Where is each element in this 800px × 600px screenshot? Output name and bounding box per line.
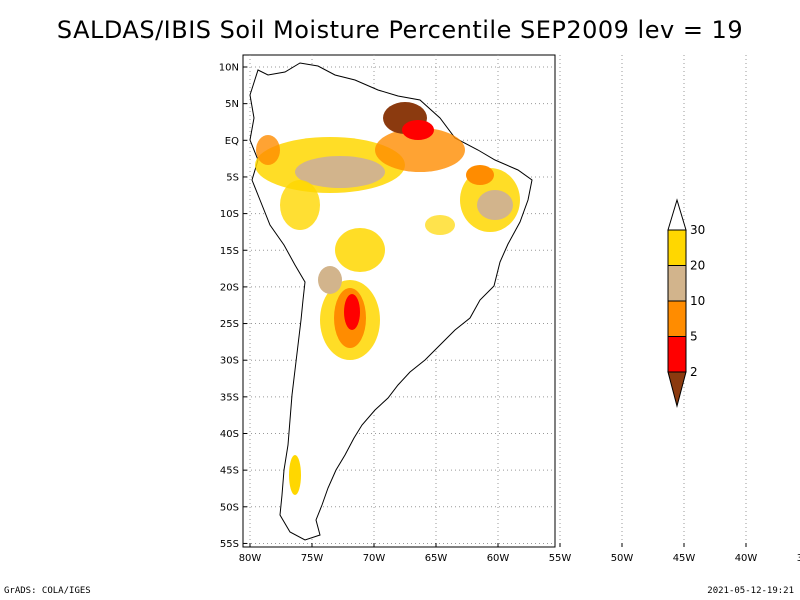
latitude-label: 40S bbox=[220, 429, 239, 440]
longitude-label: 65W bbox=[425, 553, 448, 564]
colorbar-top-arrow bbox=[667, 198, 687, 231]
longitude-ticks: 80W 75W 70W 65W 60W 55W 50W 45W 40W 35W bbox=[239, 543, 800, 564]
colorbar-label: 20 bbox=[690, 259, 705, 273]
latitude-label: 30S bbox=[220, 356, 239, 367]
shade-patch bbox=[256, 135, 280, 165]
grads-credit: GrADS: COLA/IGES bbox=[4, 586, 91, 596]
shade-patch bbox=[295, 156, 385, 188]
longitude-label: 50W bbox=[611, 553, 634, 564]
longitude-label: 60W bbox=[487, 553, 510, 564]
map-title: SALDAS/IBIS Soil Moisture Percentile SEP… bbox=[56, 16, 744, 44]
latitude-label: 25S bbox=[220, 319, 239, 330]
latitude-label: 5N bbox=[225, 99, 239, 110]
colorbar-box bbox=[667, 300, 687, 337]
shade-patch bbox=[344, 294, 360, 330]
colorbar-labels: 30 20 10 5 2 bbox=[690, 223, 705, 379]
colorbar-label: 5 bbox=[690, 330, 698, 344]
latitude-label: EQ bbox=[225, 136, 239, 147]
colorbar-box bbox=[667, 265, 687, 302]
shade-patch bbox=[425, 215, 455, 235]
percentile-shading bbox=[255, 102, 520, 495]
latitude-label: 45S bbox=[220, 466, 239, 477]
shade-patch bbox=[280, 180, 320, 230]
longitude-label: 80W bbox=[239, 553, 262, 564]
colorbar-box bbox=[667, 336, 687, 373]
latitude-label: 35S bbox=[220, 392, 239, 403]
shade-patch bbox=[402, 120, 434, 140]
timestamp: 2021-05-12-19:21 bbox=[707, 586, 794, 596]
colorbar-bottom-arrow bbox=[667, 371, 687, 408]
longitude-label: 55W bbox=[549, 553, 572, 564]
latitude-label: 55S bbox=[220, 539, 239, 550]
longitude-label: 35W bbox=[797, 553, 800, 564]
colorbar-boxes bbox=[667, 229, 687, 373]
shade-patch bbox=[466, 165, 494, 185]
latitude-label: 15S bbox=[220, 246, 239, 257]
longitude-label: 45W bbox=[673, 553, 696, 564]
longitude-label: 40W bbox=[735, 553, 758, 564]
colorbar-box bbox=[667, 229, 687, 266]
latitude-label: 5S bbox=[226, 172, 239, 183]
colorbar-label: 30 bbox=[690, 223, 705, 237]
latitude-label: 20S bbox=[220, 282, 239, 293]
shade-patch bbox=[375, 128, 465, 172]
shade-patch bbox=[289, 455, 301, 495]
latitude-label: 50S bbox=[220, 502, 239, 513]
latitude-label: 10S bbox=[220, 209, 239, 220]
shade-patch bbox=[335, 228, 385, 272]
shade-patch bbox=[477, 190, 513, 220]
longitude-label: 75W bbox=[301, 553, 324, 564]
colorbar-legend: 30 20 10 5 2 bbox=[667, 198, 705, 408]
latitude-label: 10N bbox=[219, 63, 239, 74]
latitude-ticks: 10N 5N EQ 5S 10S 15S 20S 25S 30S 35S 40S 45S 50S 55S bbox=[219, 63, 247, 550]
shade-patch bbox=[318, 266, 342, 294]
colorbar-label: 2 bbox=[690, 365, 698, 379]
longitude-label: 70W bbox=[363, 553, 386, 564]
colorbar-label: 10 bbox=[690, 294, 705, 308]
